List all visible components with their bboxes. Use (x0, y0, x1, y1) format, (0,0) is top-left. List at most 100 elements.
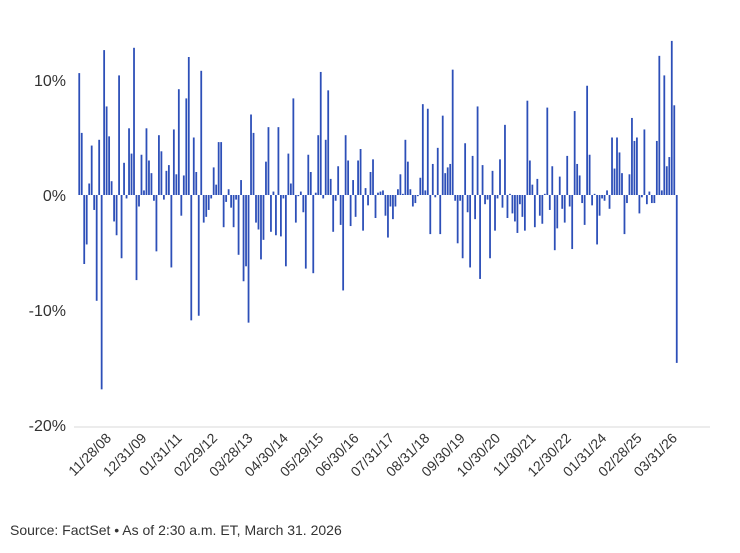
bar (451, 69, 454, 195)
bar (608, 195, 611, 209)
bar (399, 174, 402, 195)
bar (227, 189, 230, 195)
bar (431, 163, 434, 195)
bar (88, 183, 91, 195)
bar (235, 195, 237, 200)
bar (317, 135, 320, 195)
bar (272, 191, 275, 195)
bar (232, 195, 235, 228)
bar (354, 195, 357, 217)
bar (212, 167, 215, 195)
bar (471, 155, 474, 195)
x-axis-ticks: 11/28/0812/31/0901/31/1102/29/1203/28/13… (65, 430, 680, 480)
bar (284, 195, 287, 267)
bar (384, 195, 387, 216)
bar (491, 170, 494, 195)
bar (389, 195, 392, 207)
source-note: Source: FactSet • As of 2:30 a.m. ET, Ma… (10, 522, 342, 538)
bar (155, 195, 158, 252)
bar (195, 172, 198, 195)
bar (113, 195, 115, 222)
bar (83, 195, 86, 264)
bar (103, 50, 106, 195)
bar (628, 174, 631, 195)
bar (456, 195, 459, 244)
bar (327, 90, 330, 195)
bar (207, 195, 210, 210)
bar (185, 98, 188, 195)
bar (509, 193, 511, 195)
bar (611, 137, 613, 195)
bar (583, 195, 586, 225)
bar (551, 166, 554, 195)
bar (511, 195, 514, 214)
bar (314, 192, 317, 195)
bar (548, 195, 551, 210)
bar (514, 195, 516, 222)
bar (130, 153, 133, 195)
bar (85, 195, 88, 245)
bar (596, 195, 598, 245)
bar (292, 98, 295, 195)
bar (237, 195, 240, 255)
bar (494, 195, 496, 231)
bar (636, 137, 638, 195)
bar (222, 195, 225, 228)
bar (501, 195, 504, 208)
bar (187, 57, 190, 195)
bar (377, 192, 379, 195)
bar (593, 193, 596, 195)
bar (123, 162, 125, 195)
bar (192, 137, 195, 195)
bar (670, 40, 673, 196)
bar (578, 175, 581, 195)
bar (190, 195, 193, 321)
bar (153, 195, 155, 201)
bar (342, 195, 345, 291)
bar (257, 195, 260, 230)
bar (506, 195, 509, 218)
bar (404, 139, 407, 195)
bar (626, 195, 628, 204)
bar (441, 115, 444, 195)
bar (299, 191, 302, 195)
bar (658, 55, 661, 195)
bar (322, 195, 325, 199)
bar (668, 157, 671, 195)
bar (655, 140, 658, 195)
bar (631, 117, 633, 195)
bar (364, 188, 367, 195)
bar (202, 195, 205, 223)
bar (245, 195, 247, 267)
bar (135, 195, 138, 281)
bar (411, 195, 414, 207)
bar (359, 149, 362, 195)
bar (528, 160, 531, 195)
bar (369, 172, 372, 195)
bar (357, 160, 359, 195)
bar (484, 195, 486, 205)
bar (362, 195, 364, 231)
bar (531, 184, 534, 195)
bar (521, 195, 524, 217)
bar (180, 195, 183, 216)
bar (496, 195, 499, 199)
bar (110, 181, 113, 195)
bar (260, 195, 262, 260)
bar (638, 195, 641, 214)
bar (379, 191, 382, 195)
bar (304, 195, 307, 269)
bar (645, 195, 648, 205)
bar (250, 114, 252, 195)
y-tick-label: -10% (29, 303, 66, 320)
bar (461, 195, 464, 259)
bar (80, 132, 83, 195)
bar (648, 191, 651, 195)
bar (167, 165, 170, 195)
bar (541, 195, 544, 224)
bar (138, 195, 140, 207)
bar (566, 155, 569, 195)
bar (426, 108, 429, 195)
bar (650, 195, 653, 204)
bar (93, 195, 96, 210)
